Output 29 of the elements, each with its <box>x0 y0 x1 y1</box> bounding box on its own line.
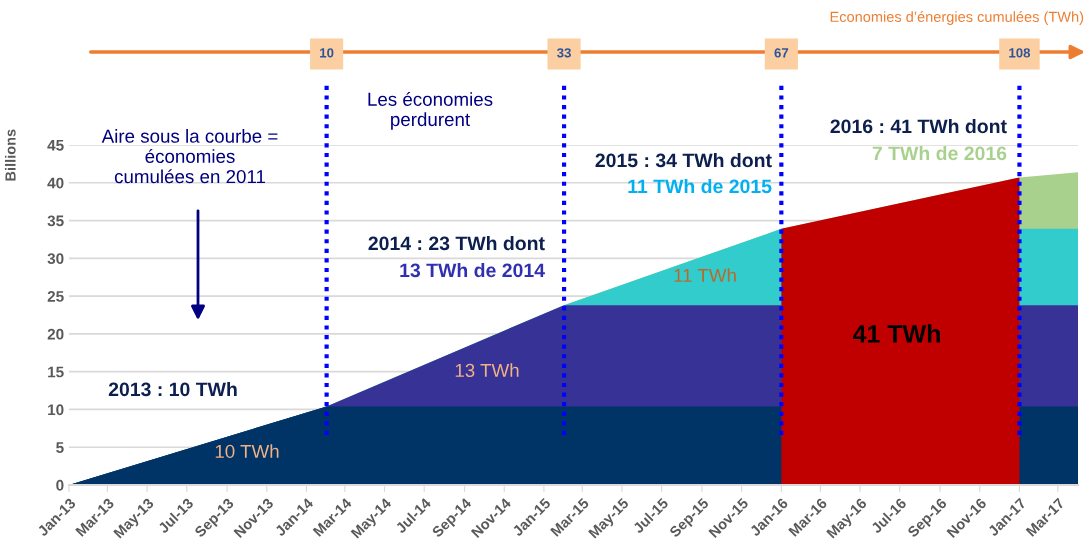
y-tick-label: 0 <box>56 479 64 491</box>
annotation: 7 TWh de 2016 <box>872 145 1007 161</box>
ref-line-label: 67 <box>774 48 789 58</box>
annotation: 10 TWh <box>215 444 279 459</box>
annotation: 11 TWh <box>674 268 736 282</box>
y-tick-label: 20 <box>47 328 64 340</box>
annotation: 11 TWh de 2015 <box>628 178 772 194</box>
y-axis-title: Billions <box>4 129 16 181</box>
y-tick-label: 10 <box>48 404 64 416</box>
y-tick-label: 35 <box>47 215 64 227</box>
y-tick-label: 5 <box>56 442 64 453</box>
annotation: Aire sous la courbe = économies cumulées en 2011 <box>101 129 278 184</box>
text: Economies d’énergies cumulées (TWh) <box>830 11 1084 25</box>
annotation: 13 TWh de 2014 <box>400 262 545 278</box>
ref-line-label: 108 <box>1009 48 1031 58</box>
y-tick-label: 40 <box>47 177 64 189</box>
annotation: 13 TWh <box>455 363 519 378</box>
annotation: 2015 : 34 TWh dont <box>595 152 772 168</box>
y-tick-label: 25 <box>47 290 64 302</box>
ref-line-label: 10 <box>320 48 334 58</box>
annotation: 2014 : 23 TWh dont <box>368 235 545 251</box>
y-tick-label: 30 <box>47 253 64 265</box>
y-tick-label: 45 <box>47 140 64 151</box>
annotation: 41 TWh <box>852 324 940 343</box>
text: 2016 : 41 TWh dont <box>830 118 1007 134</box>
annotation: 2013 : 10 TWh <box>108 381 237 397</box>
ref-line-label: 33 <box>557 48 571 58</box>
y-tick-label: 15 <box>48 366 64 378</box>
text: Les économies perdurent <box>368 91 493 130</box>
